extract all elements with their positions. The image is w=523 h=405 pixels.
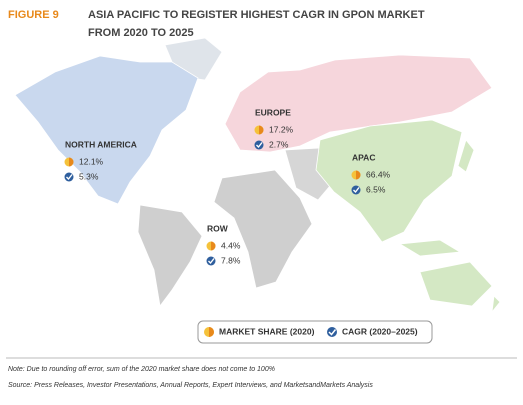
cagr-check <box>353 187 360 194</box>
cagr: 5.3% <box>79 171 99 181</box>
legend-box <box>197 320 433 344</box>
cagr-check <box>66 174 73 181</box>
europe <box>224 54 493 153</box>
share-icon-slice <box>211 241 216 251</box>
cagr-check <box>256 142 263 149</box>
region-name: EUROPE <box>255 107 291 117</box>
cagr-check <box>208 258 215 265</box>
legend-label: CAGR (2020–2025) <box>342 326 418 336</box>
cagr: 7.8% <box>221 255 241 265</box>
title-line: ASIA PACIFIC TO REGISTER HIGHEST CAGR IN… <box>88 9 425 21</box>
africa <box>213 169 313 289</box>
cagr: 2.7% <box>269 139 289 149</box>
new-zealand <box>491 295 501 314</box>
cagr-icon <box>327 327 337 337</box>
share-icon-slice <box>356 170 361 180</box>
cagr-icon <box>64 172 74 182</box>
figure-number: FIGURE 9 <box>8 9 59 21</box>
market-share: 12.1% <box>79 156 104 166</box>
cagr-icon <box>254 140 264 150</box>
asia-pacific <box>315 119 463 243</box>
cagr-icon <box>351 185 361 195</box>
market-share: 17.2% <box>269 124 294 134</box>
world-map <box>14 37 501 314</box>
cagr-icon <box>206 256 216 266</box>
note: Note: Due to rounding off error, sum of … <box>8 366 275 373</box>
region-name: ROW <box>207 223 229 233</box>
north-america <box>14 55 199 205</box>
share-icon-slice <box>69 157 74 167</box>
source: Source: Press Releases, Investor Present… <box>8 382 373 389</box>
region-labels: NORTH AMERICA 12.1% 5.3% EUROPE 17.2% 2.7% APA… <box>64 107 391 266</box>
share-icon-slice <box>209 327 214 337</box>
title-line: FROM 2020 TO 2025 <box>88 27 194 39</box>
market-share: 66.4% <box>366 169 391 179</box>
south-america <box>137 204 203 307</box>
japan <box>457 139 475 173</box>
australia <box>419 261 493 307</box>
cagr-check <box>328 329 337 336</box>
indonesia <box>398 239 462 257</box>
cagr: 6.5% <box>366 184 386 194</box>
region-name: APAC <box>352 152 375 162</box>
market-share: 4.4% <box>221 240 241 250</box>
region-name: NORTH AMERICA <box>65 139 137 149</box>
share-icon-slice <box>259 125 264 135</box>
legend-label: MARKET SHARE (2020) <box>219 326 315 336</box>
